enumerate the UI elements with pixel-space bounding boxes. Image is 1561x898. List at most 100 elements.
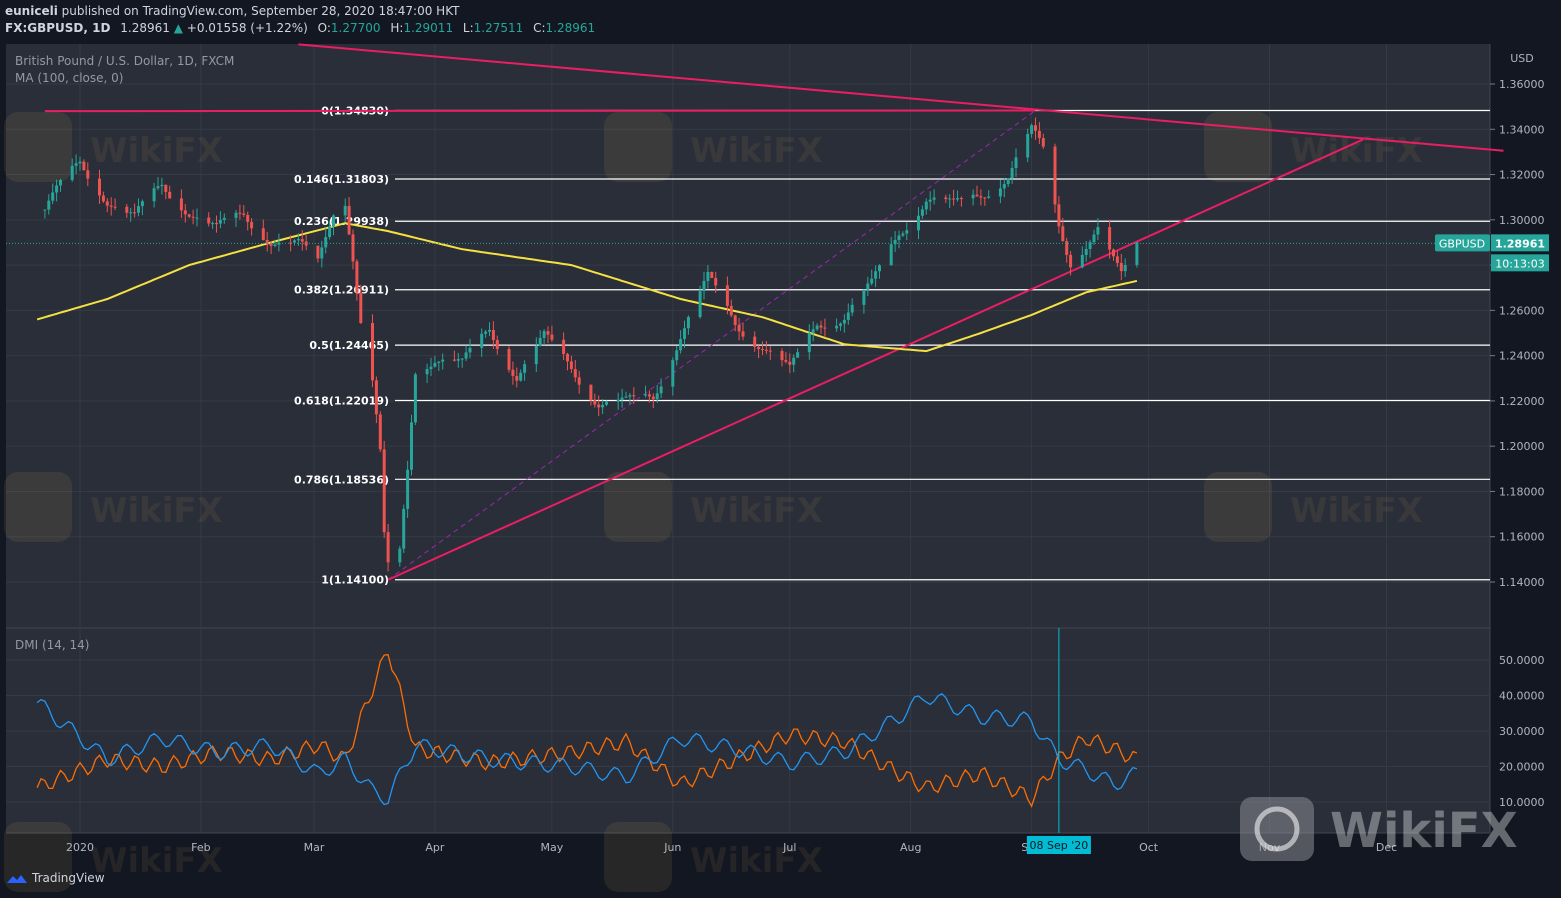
candle bbox=[242, 213, 246, 215]
dmi-axis-labels[interactable]: 50.0000 40.0000 30.0000 20.0000 10.0000 bbox=[1499, 654, 1545, 809]
publish-info: euniceli published on TradingView.com, S… bbox=[5, 4, 459, 18]
candle bbox=[878, 265, 881, 272]
candle bbox=[507, 349, 511, 370]
candle bbox=[429, 366, 433, 370]
fib-label-1-1-14100: 1(1.14100) bbox=[321, 574, 389, 587]
candle bbox=[1084, 248, 1088, 255]
fib-label-0-618-1-22019: 0.618(1.22019) bbox=[294, 394, 389, 407]
crosshair-date-tag: 08 Sep '20 bbox=[1026, 836, 1091, 854]
candle bbox=[675, 350, 679, 361]
candle bbox=[343, 205, 347, 216]
symbol[interactable]: FX:GBPUSD, 1D bbox=[5, 21, 111, 35]
candle bbox=[179, 198, 183, 211]
candle bbox=[874, 271, 878, 279]
time-tick-mar: Mar bbox=[304, 841, 325, 854]
candle bbox=[1119, 262, 1123, 272]
candle bbox=[620, 397, 624, 400]
candle bbox=[562, 339, 566, 354]
dmi-legend[interactable]: DMI (14, 14) bbox=[15, 638, 89, 652]
candle bbox=[320, 247, 324, 259]
ma-legend[interactable]: MA (100, close, 0) bbox=[15, 71, 123, 85]
candle bbox=[425, 369, 429, 375]
author[interactable]: euniceli bbox=[5, 4, 58, 18]
symbol-info: FX:GBPUSD, 1D 1.28961 ▲ +0.01558 (+1.22%… bbox=[5, 21, 595, 35]
brand-label: TradingView bbox=[32, 871, 105, 885]
candle bbox=[944, 197, 948, 200]
candle bbox=[234, 212, 238, 218]
candle bbox=[679, 338, 683, 351]
candle bbox=[222, 217, 226, 220]
candle bbox=[710, 272, 714, 278]
low-value: 1.27511 bbox=[473, 21, 524, 35]
candle bbox=[698, 291, 702, 318]
trend-lines[interactable] bbox=[44, 43, 1504, 581]
time-tick-may: May bbox=[541, 841, 564, 854]
candle bbox=[761, 349, 764, 351]
candle bbox=[452, 359, 456, 361]
close-label: C: bbox=[533, 21, 546, 35]
candle bbox=[1065, 241, 1069, 255]
candle bbox=[920, 209, 924, 216]
price-tick-1-30000: 1.30000 bbox=[1499, 214, 1545, 227]
candle bbox=[1053, 146, 1057, 205]
watermark-text: WikiFX bbox=[690, 131, 823, 171]
candle bbox=[277, 242, 281, 245]
candle bbox=[807, 332, 811, 353]
candle bbox=[959, 198, 963, 200]
candle bbox=[195, 217, 199, 219]
publish-text: published on TradingView.com, September … bbox=[61, 4, 460, 18]
candle bbox=[683, 328, 686, 339]
trend-line-2[interactable] bbox=[298, 43, 1504, 152]
candle bbox=[289, 242, 293, 244]
countdown-tag bbox=[1491, 254, 1549, 272]
candle bbox=[218, 219, 222, 224]
candle bbox=[796, 352, 800, 358]
candle bbox=[987, 196, 991, 198]
candle bbox=[714, 277, 718, 286]
candle bbox=[928, 199, 932, 202]
candle bbox=[655, 393, 659, 400]
price-pane-title[interactable]: British Pound / U.S. Dollar, 1D, FXCM bbox=[15, 54, 234, 68]
price-tick-1-14000: 1.14000 bbox=[1499, 576, 1545, 589]
fib-diagonal-line[interactable] bbox=[387, 110, 1036, 581]
time-tick-jul: Jul bbox=[782, 841, 796, 854]
candle bbox=[842, 319, 846, 324]
fib-label-0-786-1-18536: 0.786(1.18536) bbox=[294, 473, 389, 486]
trend-line-1[interactable] bbox=[44, 109, 1036, 113]
candle bbox=[1096, 227, 1100, 235]
candle bbox=[1026, 133, 1030, 158]
fib-label-0-146-1-31803: 0.146(1.31803) bbox=[294, 173, 389, 186]
candle bbox=[1010, 168, 1014, 179]
close-value: 1.28961 bbox=[545, 21, 596, 35]
candle bbox=[534, 345, 538, 365]
candle bbox=[971, 194, 975, 199]
candle bbox=[101, 195, 105, 202]
candle bbox=[164, 184, 168, 192]
candle bbox=[441, 359, 445, 362]
candle bbox=[932, 197, 936, 200]
ma-100-line bbox=[36, 222, 1138, 353]
tradingview-brand[interactable]: TradingView bbox=[6, 871, 105, 885]
time-tick-aug: Aug bbox=[900, 841, 921, 854]
candle bbox=[152, 188, 156, 202]
price-tick-1-20000: 1.20000 bbox=[1499, 440, 1545, 453]
time-tick-oct: Oct bbox=[1139, 841, 1159, 854]
trend-line-3[interactable] bbox=[387, 138, 1364, 581]
dmi-tick-40-0000: 40.0000 bbox=[1499, 690, 1545, 703]
candle bbox=[1115, 256, 1119, 263]
price-tick-1-26000: 1.26000 bbox=[1499, 304, 1545, 317]
watermark-logo-icon bbox=[604, 472, 672, 542]
fibonacci-retracement[interactable]: 0(1.34830)0.146(1.31803)0.236(1.29938)0.… bbox=[294, 104, 1490, 587]
wikifx-logo: WikiFX bbox=[1240, 797, 1518, 861]
candle bbox=[725, 285, 729, 306]
wikifx-logo-icon bbox=[1240, 797, 1314, 861]
price-pane[interactable] bbox=[6, 44, 1490, 628]
price-axis-labels[interactable]: 1.360001.340001.320001.300001.280001.260… bbox=[1490, 78, 1545, 589]
candle bbox=[211, 223, 215, 225]
candle bbox=[156, 186, 160, 189]
countdown-text: 10:13:03 bbox=[1495, 257, 1544, 270]
time-tick-apr: Apr bbox=[425, 841, 445, 854]
candle bbox=[839, 323, 842, 326]
